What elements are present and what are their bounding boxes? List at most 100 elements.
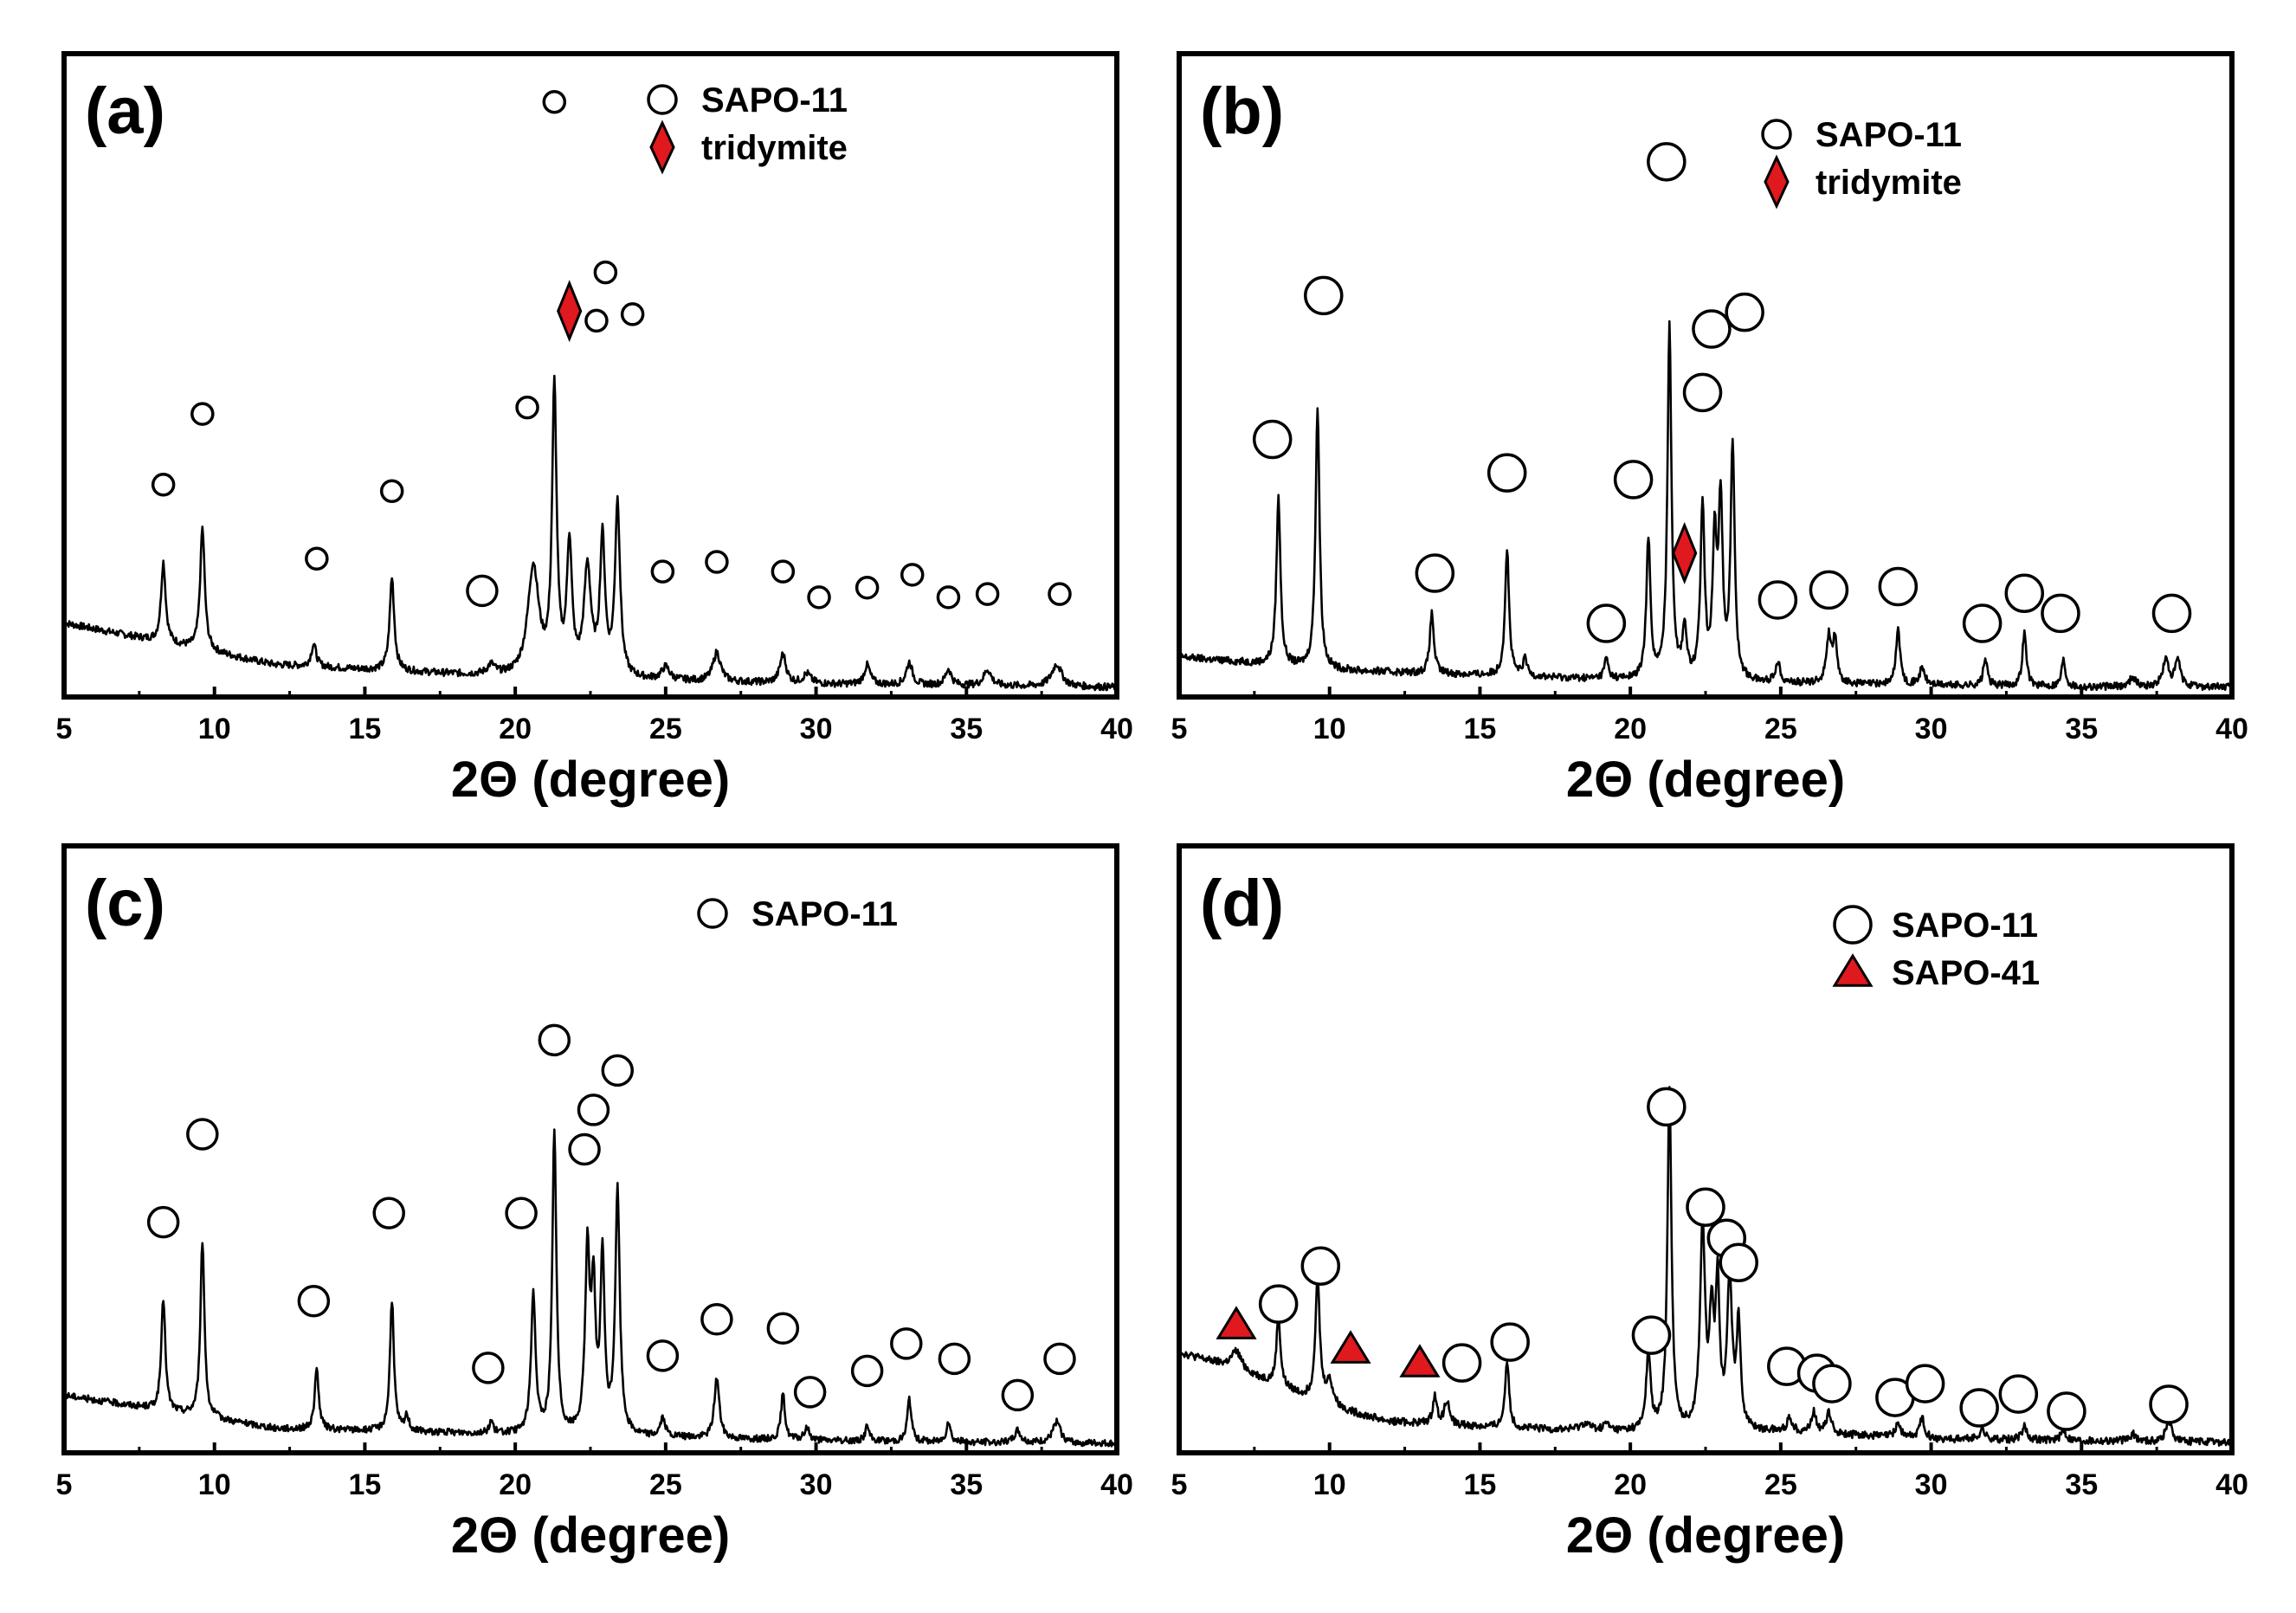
sapo-11-marker bbox=[855, 575, 880, 600]
sapo-11-marker bbox=[1686, 1187, 1725, 1228]
sapo-11-marker bbox=[646, 1339, 680, 1372]
sapo-11-marker bbox=[186, 1118, 219, 1151]
sapo-41-marker bbox=[1399, 1344, 1441, 1378]
sapo-11-marker bbox=[2149, 1384, 2189, 1424]
sapo-11-marker bbox=[1809, 570, 1849, 610]
sapo-11-marker bbox=[2151, 593, 2192, 634]
xrd-trace bbox=[1177, 319, 2233, 692]
sapo-11-marker bbox=[1812, 1364, 1852, 1403]
sapo-11-marker bbox=[1415, 553, 1455, 593]
panel-b: 5 10 15 20 25 30 35 40 2Θ (degree) (b) SAPO-11 trid… bbox=[1171, 51, 2248, 808]
sapo-11-marker bbox=[1757, 580, 1798, 620]
sapo-11-marker bbox=[1048, 582, 1072, 606]
xrd-trace bbox=[62, 1128, 1119, 1448]
sapo-11-marker bbox=[1441, 1343, 1482, 1383]
x-tick-label: 20 bbox=[499, 1468, 532, 1501]
sapo-11-marker bbox=[1300, 1246, 1341, 1286]
sapo-11-marker bbox=[305, 546, 329, 571]
x-tick-label: 25 bbox=[649, 713, 682, 745]
legend: SAPO-11 tridymite bbox=[1761, 116, 1962, 210]
legend: SAPO-11 bbox=[697, 895, 898, 933]
sapo-11-marker bbox=[1682, 372, 1723, 413]
x-tick-label: 25 bbox=[649, 1468, 682, 1501]
sapo-11-marker bbox=[601, 1054, 635, 1087]
x-tick-label: 40 bbox=[2215, 1468, 2248, 1501]
x-tick-label: 15 bbox=[1464, 1468, 1497, 1501]
sapo-11-marker bbox=[1692, 309, 1732, 349]
x-tick-label: 30 bbox=[800, 1468, 833, 1501]
x-tick-label: 35 bbox=[950, 1468, 983, 1501]
xrd-trace bbox=[63, 374, 1119, 692]
sapo-11-marker bbox=[515, 395, 539, 420]
sapo-11-marker bbox=[297, 1285, 331, 1318]
legend-sapo-11-symbol bbox=[1833, 905, 1873, 945]
legend-label: SAPO-11 bbox=[1816, 116, 1962, 154]
sapo-11-marker bbox=[620, 302, 645, 326]
sapo-11-marker bbox=[975, 582, 1000, 606]
legend-label: SAPO-41 bbox=[1892, 954, 2040, 992]
panel-c: 5 10 15 20 25 30 35 40 2Θ (degree) (c) SAPO-11 bbox=[56, 843, 1133, 1564]
x-axis-title: 2Θ (degree) bbox=[451, 1507, 730, 1564]
sapo-11-marker bbox=[379, 479, 404, 503]
sapo-11-marker bbox=[577, 1094, 610, 1126]
sapo-11-marker bbox=[850, 1354, 884, 1388]
legend: SAPO-11 SAPO-41 bbox=[1832, 905, 2040, 992]
sapo-11-marker bbox=[705, 550, 729, 574]
sapo-11-marker bbox=[1043, 1342, 1076, 1376]
x-tick-label: 10 bbox=[198, 1468, 231, 1501]
x-tick-label: 5 bbox=[1171, 1468, 1188, 1501]
sapo-11-marker bbox=[1252, 419, 1293, 460]
x-tick-label: 30 bbox=[1915, 713, 1948, 745]
x-tick-label: 40 bbox=[1100, 713, 1133, 745]
sapo-11-marker bbox=[1998, 1374, 2039, 1414]
x-tick-label: 15 bbox=[349, 713, 382, 745]
x-tick-label: 30 bbox=[1915, 1468, 1948, 1501]
sapo-11-marker bbox=[1725, 292, 1764, 332]
x-tick-label: 25 bbox=[1764, 713, 1797, 745]
sapo-11-marker bbox=[505, 1197, 538, 1229]
x-tick-label: 5 bbox=[56, 713, 73, 745]
x-tick-label: 15 bbox=[349, 1468, 382, 1501]
sapo-11-marker bbox=[2041, 593, 2080, 634]
sapo-11-marker bbox=[538, 1023, 571, 1057]
sapo-11-marker bbox=[2004, 573, 2045, 613]
sapo-11-marker bbox=[151, 473, 176, 497]
x-tick-label: 40 bbox=[2215, 713, 2248, 745]
tridymite-marker bbox=[1672, 521, 1698, 584]
panel-label: (c) bbox=[85, 867, 165, 940]
sapo-11-marker bbox=[900, 563, 925, 587]
sapo-11-marker bbox=[890, 1327, 923, 1360]
sapo-11-marker bbox=[1647, 1087, 1687, 1127]
legend-label: tridymite bbox=[701, 129, 848, 167]
sapo-11-marker bbox=[1962, 603, 2003, 643]
sapo-11-marker bbox=[1631, 1315, 1672, 1355]
sapo-11-marker bbox=[1959, 1388, 1999, 1428]
x-tick-label: 20 bbox=[1614, 713, 1647, 745]
legend-tridymite-symbol bbox=[649, 119, 675, 175]
xrd-trace bbox=[1178, 1086, 2234, 1447]
sapo-11-marker bbox=[650, 559, 675, 584]
sapo-11-marker bbox=[2047, 1391, 2086, 1431]
legend-sapo-11-symbol bbox=[1761, 119, 1792, 150]
legend-sapo-41-symbol bbox=[1832, 953, 1874, 987]
sapo-11-marker bbox=[584, 308, 609, 333]
sapo-11-marker bbox=[938, 1342, 971, 1376]
panel-label: (d) bbox=[1200, 867, 1284, 940]
sapo-11-marker bbox=[472, 1352, 505, 1384]
panel-label: (a) bbox=[85, 74, 165, 148]
sapo-11-marker bbox=[1905, 1364, 1945, 1403]
legend-label: SAPO-11 bbox=[751, 895, 898, 933]
legend-label: tridymite bbox=[1816, 164, 1962, 202]
sapo-11-marker bbox=[568, 1132, 601, 1166]
sapo-11-marker bbox=[1719, 1242, 1758, 1282]
x-tick-label: 5 bbox=[56, 1468, 73, 1501]
x-tick-label: 20 bbox=[499, 713, 532, 745]
sapo-11-marker bbox=[807, 585, 831, 610]
sapo-11-marker bbox=[372, 1197, 405, 1229]
legend-label: SAPO-11 bbox=[1892, 907, 2038, 945]
sapo-11-marker bbox=[936, 585, 961, 610]
x-tick-label: 35 bbox=[950, 713, 983, 745]
legend: SAPO-11 tridymite bbox=[647, 81, 848, 175]
